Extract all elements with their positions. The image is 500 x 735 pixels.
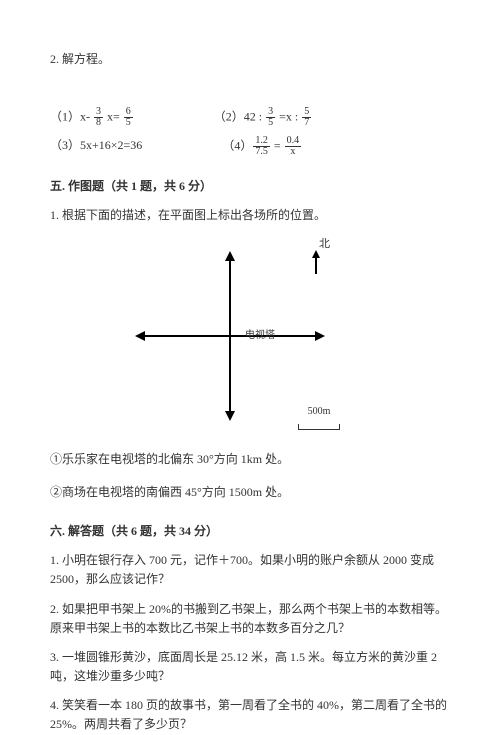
eq2-pre: （2）42 : <box>214 109 265 123</box>
eq1-frac2: 65 <box>124 107 133 128</box>
sub1: ①乐乐家在电视塔的北偏东 30°方向 1km 处。 <box>50 450 450 469</box>
scale-label: 500m <box>308 406 331 417</box>
eq4-frac1: 1.27.5 <box>253 136 270 157</box>
eq1-pre: （1）x- <box>50 109 93 123</box>
scale-bar-icon <box>298 424 340 430</box>
scale-bar: 500m <box>298 404 340 436</box>
eq2-frac2: 57 <box>302 107 311 128</box>
eq1-frac1: 38 <box>94 107 103 128</box>
eq4-frac2: 0.4x <box>285 136 302 157</box>
section5-title: 五. 作图题（共 1 题，共 6 分） <box>50 177 450 196</box>
tower-label: 电视塔 <box>245 328 275 344</box>
eq2: （2）42 : 35 =x : 57 <box>214 107 312 128</box>
eq-row-2: （3）5x+16×2=36 （4）1.27.5 = 0.4x <box>50 136 450 157</box>
diagram: 北 电视塔 500m <box>110 236 360 436</box>
section6-title: 六. 解答题（共 6 题，共 34 分） <box>50 522 450 541</box>
eq1: （1）x- 38 x= 65 <box>50 107 134 128</box>
eq4-pre: （4） <box>222 138 252 152</box>
eq4: （4）1.27.5 = 0.4x <box>222 136 302 157</box>
eq2-mid: =x : <box>276 109 301 123</box>
sub2: ②商场在电视塔的南偏西 45°方向 1500m 处。 <box>50 483 450 502</box>
eq1-mid: x= <box>104 109 123 123</box>
sec5-q1: 1. 根据下面的描述，在平面图上标出各场所的位置。 <box>50 206 450 225</box>
q6-2: 2. 如果把甲书架上 20%的书搬到乙书架上，那么两个书架上书的本数相等。原来甲… <box>50 600 450 638</box>
q6-1: 1. 小明在银行存入 700 元，记作＋700。如果小明的账户余额从 2000 … <box>50 551 450 589</box>
eq2-frac1: 35 <box>266 107 275 128</box>
north-arrow-icon <box>310 250 322 274</box>
q2-title: 2. 解方程。 <box>50 50 450 69</box>
eq-row-1: （1）x- 38 x= 65 （2）42 : 35 =x : 57 <box>50 107 450 128</box>
q6-4: 4. 笑笑看一本 180 页的故事书，第一周看了全书的 40%，第二周看了全书的… <box>50 696 450 734</box>
eq3: （3）5x+16×2=36 <box>50 136 142 157</box>
q6-3: 3. 一堆圆锥形黄沙，底面周长是 25.12 米，高 1.5 米。每立方米的黄沙… <box>50 648 450 686</box>
eq4-eq: = <box>271 138 284 152</box>
